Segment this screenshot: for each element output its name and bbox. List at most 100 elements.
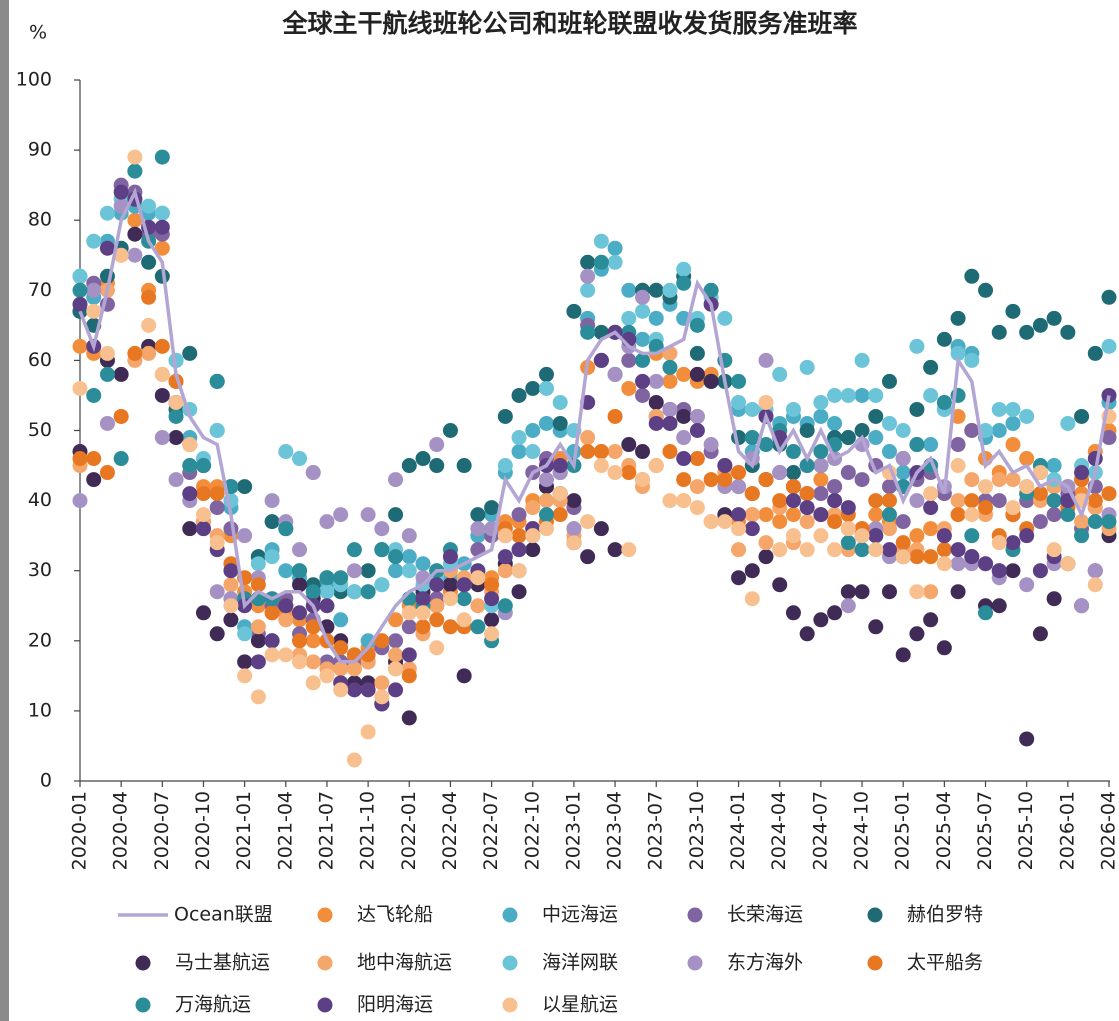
data-point [1032, 563, 1048, 579]
data-point [978, 479, 994, 495]
data-point [799, 542, 815, 558]
data-point [868, 528, 884, 544]
data-point [141, 345, 157, 361]
data-point [429, 612, 445, 628]
data-point [621, 380, 637, 396]
data-point [895, 465, 911, 481]
data-point [566, 535, 582, 551]
data-point [881, 479, 897, 495]
data-point [854, 528, 870, 544]
data-point [374, 689, 390, 705]
data-point [785, 401, 801, 417]
data-point [264, 514, 280, 530]
data-point [580, 514, 596, 530]
data-point [346, 661, 362, 677]
data-point [552, 415, 568, 431]
legend-marker [687, 955, 703, 971]
data-point [978, 556, 994, 572]
data-point [552, 458, 568, 474]
data-point [936, 640, 952, 656]
x-tick-label: 2024-04 [768, 791, 790, 870]
data-point [1074, 408, 1090, 424]
data-point [154, 149, 170, 165]
y-tick-label: 20 [28, 629, 52, 651]
data-point [209, 373, 225, 389]
data-point [456, 591, 472, 607]
data-point [525, 444, 541, 460]
data-point [99, 205, 115, 221]
data-point [401, 563, 417, 579]
data-point [511, 430, 527, 446]
data-point [799, 359, 815, 375]
data-point [250, 556, 266, 572]
data-point [923, 387, 939, 403]
data-point [429, 458, 445, 474]
data-point [442, 619, 458, 635]
data-point [182, 486, 198, 502]
data-point [484, 612, 500, 628]
data-point [881, 444, 897, 460]
data-point [209, 486, 225, 502]
data-point [772, 366, 788, 382]
data-point [292, 654, 308, 670]
x-tick-label: 2025-04 [933, 791, 955, 870]
data-point [1101, 514, 1117, 530]
data-point [1046, 310, 1062, 326]
legend-label: 地中海航运 [357, 952, 452, 974]
data-point [470, 570, 486, 586]
data-point [964, 352, 980, 368]
data-point [785, 507, 801, 523]
data-point [868, 430, 884, 446]
legend-marker [317, 955, 333, 971]
data-point [566, 303, 582, 319]
data-point [319, 598, 335, 614]
data-point [195, 486, 211, 502]
data-point [1046, 591, 1062, 607]
x-tick-label: 2025-07 [974, 791, 996, 870]
data-point [1019, 731, 1035, 747]
data-point [978, 605, 994, 621]
data-point [580, 254, 596, 270]
data-point [1005, 500, 1021, 516]
data-point [909, 549, 925, 565]
data-point [978, 282, 994, 298]
data-point [292, 605, 308, 621]
data-point [346, 682, 362, 698]
data-point [278, 521, 294, 537]
data-point [360, 682, 376, 698]
x-tick-label: 2020-10 [192, 791, 214, 870]
legend-label: 马士基航运 [175, 952, 270, 974]
data-point [731, 394, 747, 410]
data-point [991, 401, 1007, 417]
data-point [868, 493, 884, 509]
data-point [127, 345, 143, 361]
data-point [1019, 408, 1035, 424]
data-point [333, 640, 349, 656]
data-point [689, 345, 705, 361]
x-tick-label: 2020-04 [110, 791, 132, 870]
data-point [127, 247, 143, 263]
data-point [1032, 465, 1048, 481]
data-point [868, 542, 884, 558]
data-point [401, 458, 417, 474]
data-point [923, 437, 939, 453]
data-point [689, 317, 705, 333]
data-point [1005, 303, 1021, 319]
data-point [621, 437, 637, 453]
y-axis-label: % [29, 22, 47, 44]
data-point [923, 549, 939, 565]
x-tick-label: 2020-07 [151, 791, 173, 870]
data-point [333, 507, 349, 523]
data-point [868, 619, 884, 635]
data-point [895, 423, 911, 438]
data-point [346, 752, 362, 768]
data-point [580, 324, 596, 340]
data-point [525, 542, 541, 558]
data-point [346, 542, 362, 558]
data-point [86, 472, 102, 488]
data-point [840, 500, 856, 516]
data-point [854, 472, 870, 488]
data-point [99, 345, 115, 361]
x-tick-label: 2026-04 [1098, 791, 1119, 870]
data-point [1101, 289, 1117, 305]
